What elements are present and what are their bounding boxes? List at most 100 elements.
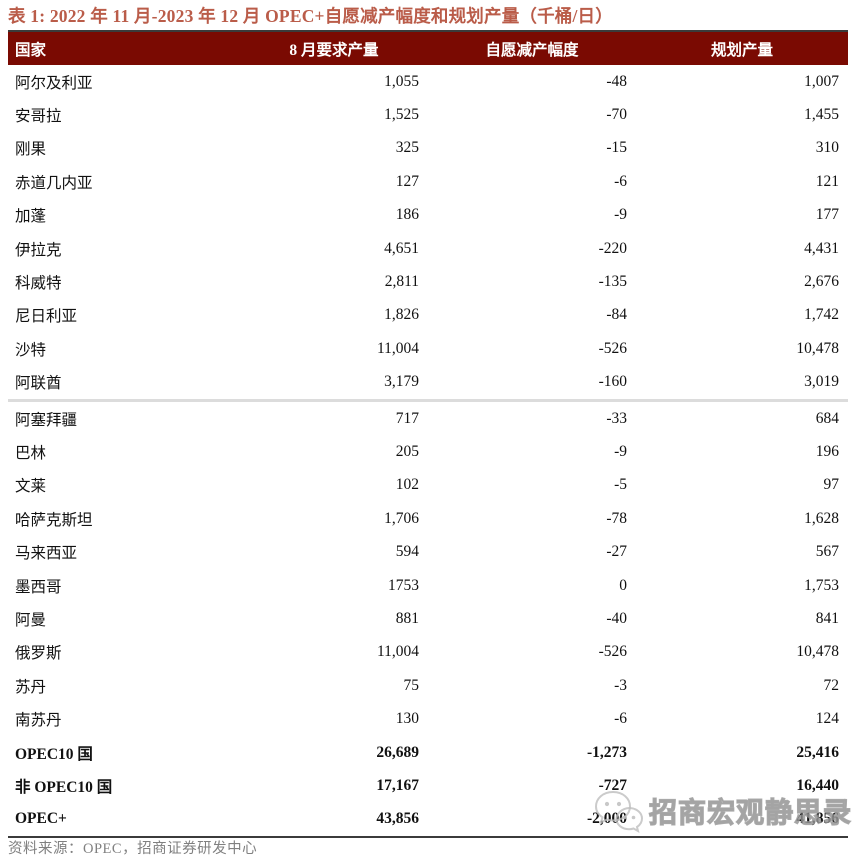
value-cell: 1,628 — [636, 502, 848, 536]
value-cell: 3,179 — [240, 365, 428, 401]
value-cell: 41,856 — [636, 802, 848, 837]
value-cell: 102 — [240, 468, 428, 503]
value-cell: 1,055 — [240, 65, 428, 99]
opec-production-table: 国家 8 月要求产量 自愿减产幅度 规划产量 阿尔及利亚 1,055 -48 1,00… — [8, 30, 848, 838]
value-cell: 325 — [240, 131, 428, 166]
value-cell: 205 — [240, 435, 428, 469]
table-header: 国家 8 月要求产量 自愿减产幅度 规划产量 — [8, 31, 848, 65]
table-row: 马来西亚 594 -27 567 — [8, 535, 848, 569]
table-row: 俄罗斯 11,004 -526 10,478 — [8, 635, 848, 670]
country-cell: OPEC10 国 — [8, 735, 240, 770]
country-cell: OPEC+ — [8, 802, 240, 837]
column-header-country: 国家 — [8, 31, 240, 65]
value-cell: 75 — [240, 669, 428, 703]
table-row: 苏丹 75 -3 72 — [8, 669, 848, 703]
value-cell: -526 — [428, 332, 636, 366]
table-row: 加蓬 186 -9 177 — [8, 198, 848, 232]
table-row: 阿塞拜疆 717 -33 684 — [8, 398, 848, 436]
country-cell: 墨西哥 — [8, 568, 240, 603]
value-cell: -3 — [428, 669, 636, 703]
country-cell: 南苏丹 — [8, 702, 240, 736]
value-cell: 1,007 — [636, 65, 848, 99]
table-row: 安哥拉 1,525 -70 1,455 — [8, 98, 848, 132]
value-cell: 10,478 — [636, 332, 848, 366]
value-cell: -6 — [428, 165, 636, 199]
table-row: 阿曼 881 -40 841 — [8, 602, 848, 636]
header-row: 国家 8 月要求产量 自愿减产幅度 规划产量 — [8, 31, 848, 65]
value-cell: 16,440 — [636, 769, 848, 803]
value-cell: -1,273 — [428, 735, 636, 770]
table-row: 哈萨克斯坦 1,706 -78 1,628 — [8, 502, 848, 536]
value-cell: -6 — [428, 702, 636, 736]
table-row: 文莱 102 -5 97 — [8, 468, 848, 503]
country-cell: 沙特 — [8, 332, 240, 366]
value-cell: 196 — [636, 435, 848, 469]
value-cell: 684 — [636, 398, 848, 436]
value-cell: -160 — [428, 365, 636, 401]
table-row: 阿尔及利亚 1,055 -48 1,007 — [8, 65, 848, 99]
value-cell: -9 — [428, 198, 636, 232]
value-cell: 310 — [636, 131, 848, 166]
table-row: 巴林 205 -9 196 — [8, 435, 848, 469]
country-cell: 苏丹 — [8, 669, 240, 703]
value-cell: 17,167 — [240, 769, 428, 803]
value-cell: 97 — [636, 468, 848, 503]
value-cell: 186 — [240, 198, 428, 232]
value-cell: 177 — [636, 198, 848, 232]
summary-row: OPEC10 国 26,689 -1,273 25,416 — [8, 735, 848, 770]
table-row: 刚果 325 -15 310 — [8, 131, 848, 166]
value-cell: 124 — [636, 702, 848, 736]
value-cell: 127 — [240, 165, 428, 199]
value-cell: 881 — [240, 602, 428, 636]
value-cell: -15 — [428, 131, 636, 166]
value-cell: 4,651 — [240, 231, 428, 266]
country-cell: 加蓬 — [8, 198, 240, 232]
value-cell: 2,811 — [240, 265, 428, 299]
table-row: 科威特 2,811 -135 2,676 — [8, 265, 848, 299]
value-cell: -2,000 — [428, 802, 636, 837]
value-cell: -5 — [428, 468, 636, 503]
value-cell: -135 — [428, 265, 636, 299]
value-cell: 841 — [636, 602, 848, 636]
country-cell: 尼日利亚 — [8, 298, 240, 333]
value-cell: 11,004 — [240, 635, 428, 670]
table-row: 沙特 11,004 -526 10,478 — [8, 332, 848, 366]
value-cell: 26,689 — [240, 735, 428, 770]
value-cell: -9 — [428, 435, 636, 469]
value-cell: 1,455 — [636, 98, 848, 132]
value-cell: -84 — [428, 298, 636, 333]
country-cell: 阿尔及利亚 — [8, 65, 240, 99]
country-cell: 安哥拉 — [8, 98, 240, 132]
country-cell: 俄罗斯 — [8, 635, 240, 670]
value-cell: 717 — [240, 398, 428, 436]
value-cell: 594 — [240, 535, 428, 569]
column-header-required-production: 8 月要求产量 — [240, 31, 428, 65]
table-body: 阿尔及利亚 1,055 -48 1,007 安哥拉 1,525 -70 1,455 刚果 325-… — [8, 65, 848, 837]
value-cell: 25,416 — [636, 735, 848, 770]
value-cell: -33 — [428, 398, 636, 436]
country-cell: 阿曼 — [8, 602, 240, 636]
value-cell: 0 — [428, 568, 636, 603]
table-row: 阿联酋 3,179 -160 3,019 — [8, 365, 848, 401]
value-cell: -526 — [428, 635, 636, 670]
table-row: 伊拉克 4,651 -220 4,431 — [8, 231, 848, 266]
value-cell: 1,742 — [636, 298, 848, 333]
value-cell: 1753 — [240, 568, 428, 603]
country-cell: 非 OPEC10 国 — [8, 769, 240, 803]
table-row: 墨西哥 1753 0 1,753 — [8, 568, 848, 603]
value-cell: -727 — [428, 769, 636, 803]
value-cell: 1,525 — [240, 98, 428, 132]
country-cell: 阿塞拜疆 — [8, 398, 240, 436]
value-cell: 1,826 — [240, 298, 428, 333]
country-cell: 科威特 — [8, 265, 240, 299]
summary-row: OPEC+ 43,856 -2,000 41,856 — [8, 802, 848, 837]
value-cell: -78 — [428, 502, 636, 536]
value-cell: 43,856 — [240, 802, 428, 837]
value-cell: 11,004 — [240, 332, 428, 366]
country-cell: 伊拉克 — [8, 231, 240, 266]
table-row: 南苏丹 130 -6 124 — [8, 702, 848, 736]
table-row: 赤道几内亚 127 -6 121 — [8, 165, 848, 199]
value-cell: 10,478 — [636, 635, 848, 670]
value-cell: 1,753 — [636, 568, 848, 603]
